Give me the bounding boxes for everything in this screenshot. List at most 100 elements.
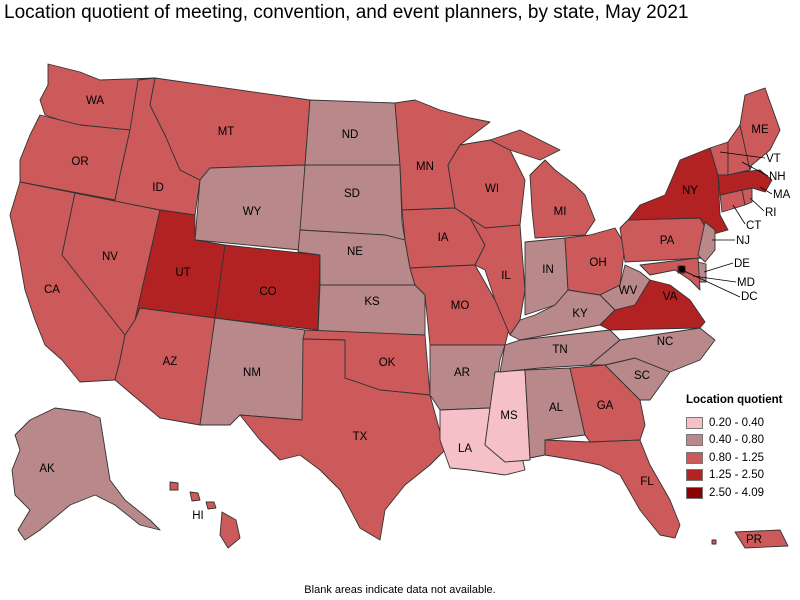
label-VT: VT [766,153,781,165]
label-HI: HI [192,510,204,522]
legend-swatch [686,451,703,464]
map-title: Location quotient of meeting, convention… [4,2,689,23]
states-layer [9,63,789,549]
leader-DE [703,262,734,273]
label-MN: MN [416,161,434,173]
state-SD[interactable] [299,164,406,241]
label-SD: SD [344,188,360,200]
label-WA: WA [86,95,104,107]
label-ID: ID [152,182,164,194]
legend-label: 1.25 - 2.50 [709,469,764,482]
label-AR: AR [454,367,470,379]
label-UT: UT [175,267,190,279]
state-KY[interactable] [509,289,616,341]
legend-title: Location quotient [686,394,783,406]
state-PR[interactable] [711,529,789,549]
label-VA: VA [663,291,678,303]
label-IL: IL [501,270,511,282]
label-NC: NC [657,336,674,348]
label-CT: CT [746,220,761,232]
legend-swatch [686,469,703,482]
state-KS[interactable] [317,284,426,336]
label-RI: RI [765,207,777,219]
label-TN: TN [552,344,567,356]
label-NY: NY [682,185,698,197]
label-CA: CA [44,284,60,296]
legend-swatch [686,486,703,499]
label-IN: IN [542,264,554,276]
label-ND: ND [342,129,359,141]
label-MT: MT [218,126,235,138]
label-NM: NM [243,367,261,379]
legend-item: 0.80 - 1.25 [686,449,782,467]
label-OK: OK [379,357,396,369]
legend-label: 0.20 - 0.40 [709,416,764,429]
leader-VT [719,151,766,159]
leader-NH [741,161,769,177]
label-PA: PA [660,235,675,247]
state-MA[interactable] [717,169,773,196]
legend-label: 0.40 - 0.80 [709,434,764,447]
dc-marker [678,265,686,273]
label-AL: AL [549,402,564,414]
label-WY: WY [243,206,262,218]
legend-label: 2.50 - 4.09 [709,486,764,499]
label-TX: TX [353,431,368,443]
legend-swatch [686,416,703,429]
label-CO: CO [259,286,276,298]
label-MO: MO [451,300,470,312]
state-FL[interactable] [544,439,681,539]
state-WI[interactable] [447,139,526,229]
label-KY: KY [572,308,588,320]
legend: Location quotient 0.20 - 0.40 0.40 - 0.8… [686,394,782,502]
label-OR: OR [71,156,88,168]
leader-MA [759,186,773,195]
label-AZ: AZ [163,356,178,368]
leader-MD [692,275,737,283]
legend-label: 0.80 - 1.25 [709,451,764,464]
label-MS: MS [500,410,518,422]
state-labels: WA OR CA NV ID MT WY UT CO AZ NM ND SD N… [39,95,790,546]
state-AZ[interactable] [114,307,216,426]
label-ME: ME [751,124,769,136]
state-ME[interactable] [739,87,781,171]
label-WV: WV [619,285,638,297]
state-VA[interactable] [599,279,706,331]
leader-CT [732,204,746,225]
state-MI[interactable] [489,129,596,239]
leader-RI [749,197,765,212]
label-FL: FL [640,476,654,488]
label-OH: OH [589,257,606,269]
label-PR: PR [746,534,762,546]
legend-swatch [686,434,703,447]
label-GA: GA [597,400,614,412]
legend-item: 1.25 - 2.50 [686,467,782,485]
state-AK[interactable] [11,407,161,541]
label-NH: NH [769,171,786,183]
label-NV: NV [102,251,118,263]
label-DE: DE [734,258,750,270]
label-NJ: NJ [736,235,750,247]
legend-item: 2.50 - 4.09 [686,484,782,502]
label-MD: MD [737,277,755,289]
label-MA: MA [773,189,791,201]
label-MI: MI [554,206,567,218]
state-NC[interactable] [589,327,716,373]
label-LA: LA [458,443,472,455]
label-KS: KS [364,296,380,308]
legend-item: 0.40 - 0.80 [686,432,782,450]
state-WY[interactable] [194,164,306,251]
label-AK: AK [39,463,55,475]
label-IA: IA [438,232,449,244]
label-NE: NE [347,246,363,258]
state-TX[interactable] [239,338,446,541]
leader-DC [681,269,741,298]
footnote: Blank areas indicate data not available. [304,584,496,596]
label-WI: WI [485,183,499,195]
legend-item: 0.20 - 0.40 [686,414,782,432]
label-DC: DC [741,291,758,303]
state-NJ[interactable] [697,221,716,263]
state-HI[interactable] [169,481,241,549]
label-SC: SC [634,370,650,382]
